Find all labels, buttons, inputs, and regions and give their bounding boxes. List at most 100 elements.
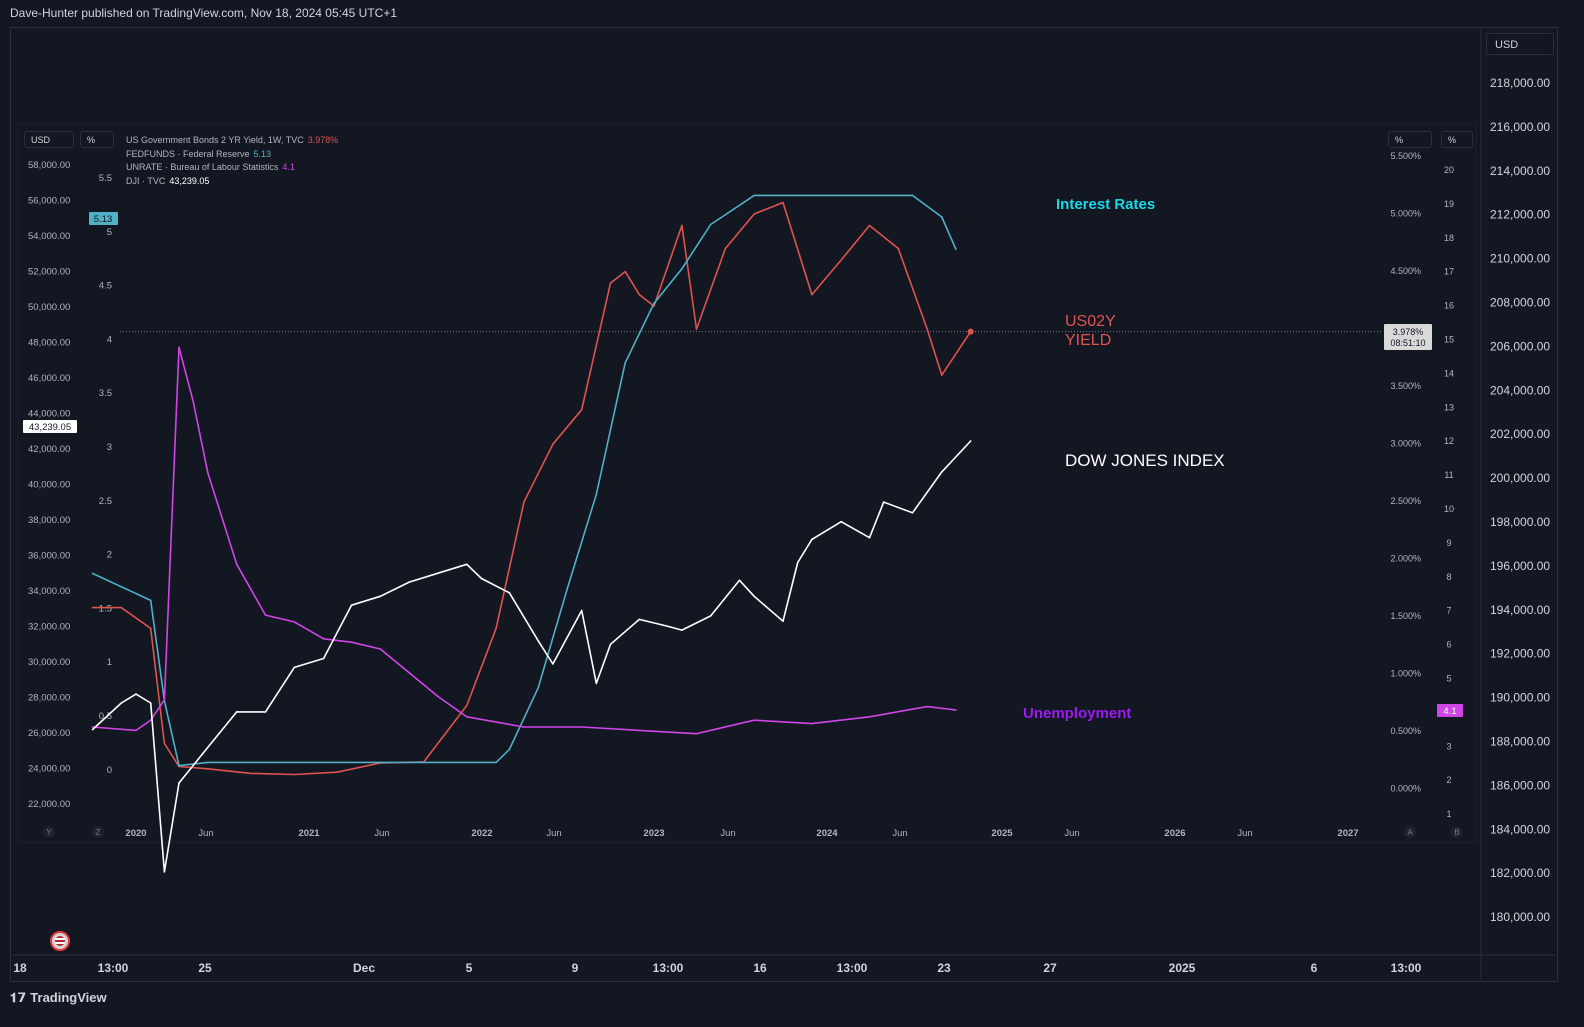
inner-time-tick: Jun xyxy=(1237,828,1252,839)
series-point-1 xyxy=(595,493,598,496)
outer-time-tick: 13:00 xyxy=(653,961,684,975)
unrate-axis-tick: 8 xyxy=(1446,572,1451,582)
series-point-3 xyxy=(667,625,670,628)
series-point-1 xyxy=(941,216,943,218)
inner-time-tick: 2025 xyxy=(991,828,1013,839)
series-point-1 xyxy=(624,361,626,364)
outer-time-tick: 27 xyxy=(1043,961,1057,975)
series-point-3 xyxy=(120,702,123,704)
footer-brand-label: TradingView xyxy=(30,990,107,1005)
inner-percent-button[interactable]: % xyxy=(80,131,114,148)
series-point-1 xyxy=(911,194,914,197)
series-point-3 xyxy=(264,711,267,713)
unrate-axis-tick: 13 xyxy=(1444,402,1454,412)
series-point-3 xyxy=(379,595,382,598)
series-point-3 xyxy=(738,579,741,582)
series-point-2 xyxy=(811,722,813,725)
outer-price-tick: 216,000.00 xyxy=(1490,120,1550,134)
outer-price-tick: 196,000.00 xyxy=(1490,559,1550,573)
right-percent-button-2[interactable]: % xyxy=(1441,131,1473,148)
series-point-2 xyxy=(379,648,382,650)
legend-dji-value: 43,239.05 xyxy=(169,175,210,186)
unrate-axis-tick: 7 xyxy=(1446,606,1451,616)
outer-time-tick: 13:00 xyxy=(98,961,129,975)
series-point-1 xyxy=(955,248,957,251)
outer-time-tick: Dec xyxy=(353,961,375,975)
scale-mode-marker xyxy=(92,826,104,838)
unrate-axis-tick: 1 xyxy=(1446,809,1451,819)
dji-axis-tick: 24,000.00 xyxy=(28,764,70,775)
legend-fedfunds[interactable]: FEDFUNDS · Federal Reserve 5.13 xyxy=(126,148,338,162)
series-point-0 xyxy=(840,259,842,261)
yield-axis-tick: 4.500% xyxy=(1390,266,1421,276)
dji-axis-tick: 30,000.00 xyxy=(28,657,70,668)
dji-axis-tick: 54,000.00 xyxy=(28,231,70,242)
legend-unrate-value: 4.1 xyxy=(282,162,295,172)
inner-time-tick: 2027 xyxy=(1337,828,1358,839)
yield-axis-tick: 2.500% xyxy=(1390,496,1421,506)
outer-time-tick: 6 xyxy=(1311,961,1318,975)
outer-price-tick: 202,000.00 xyxy=(1490,427,1550,441)
inner-time-tick: Jun xyxy=(720,828,735,839)
fed-axis-tick: 0.5 xyxy=(99,711,112,722)
right-percent-button-1[interactable]: % xyxy=(1388,131,1432,148)
fed-axis-tick: 4.5 xyxy=(99,281,112,292)
legend-dji[interactable]: DJI · TVC 43,239.05 xyxy=(126,175,338,189)
currency-selector[interactable]: USD xyxy=(1486,33,1554,55)
series-point-3 xyxy=(941,471,943,473)
fed-badge: 5.13 xyxy=(94,214,113,225)
inner-currency-button[interactable]: USD xyxy=(24,131,74,148)
series-point-0 xyxy=(926,328,928,330)
footer-brand[interactable]: 𝟏𝟳 TradingView xyxy=(10,990,107,1006)
unrate-axis-tick: 18 xyxy=(1444,233,1454,243)
outer-price-tick: 180,000.00 xyxy=(1490,910,1550,924)
dji-axis-tick: 28,000.00 xyxy=(28,693,70,704)
yield-badge: 3.978% xyxy=(1393,327,1424,337)
legend-unrate-label: UNRATE · Bureau of Labour Statistics xyxy=(126,162,279,172)
dji-axis-tick: 40,000.00 xyxy=(28,480,70,491)
outer-time-tick: 5 xyxy=(466,961,473,975)
yield-axis-tick: 5.500% xyxy=(1390,151,1421,161)
dji-axis-tick: 26,000.00 xyxy=(28,728,70,739)
outer-time-tick: 16 xyxy=(753,961,767,975)
fed-axis-tick: 1.5 xyxy=(99,603,112,614)
scale-mode-marker xyxy=(43,826,55,838)
inner-time-tick: Jun xyxy=(198,828,213,839)
dji-axis-tick: 46,000.00 xyxy=(28,373,70,384)
dji-axis-tick: 38,000.00 xyxy=(28,515,70,526)
legend-us02y[interactable]: US Government Bonds 2 YR Yield, 1W, TVC 3… xyxy=(126,134,338,148)
series-point-0 xyxy=(609,282,612,284)
series-point-3 xyxy=(753,595,755,598)
us-flag-icon[interactable] xyxy=(50,931,70,951)
series-point-2 xyxy=(235,563,238,566)
series-point-3 xyxy=(508,591,511,594)
outer-price-tick: 204,000.00 xyxy=(1490,383,1550,397)
series-legend: US Government Bonds 2 YR Yield, 1W, TVC 3… xyxy=(126,134,338,188)
series-point-0 xyxy=(207,767,209,770)
dji-axis-tick: 44,000.00 xyxy=(28,409,70,420)
series-point-0 xyxy=(523,500,525,503)
interest-rates-annotation: Interest Rates xyxy=(1056,196,1155,213)
yield-axis-tick: 5.000% xyxy=(1390,209,1421,219)
dow-jones-annotation: DOW JONES INDEX xyxy=(1065,451,1225,470)
outer-time-tick: 23 xyxy=(937,961,951,975)
scale-mode-label: B xyxy=(1454,828,1459,837)
series-point-1 xyxy=(178,764,180,767)
series-point-2 xyxy=(580,726,583,728)
yield-axis-tick: 3.000% xyxy=(1390,439,1421,449)
unrate-axis-tick: 12 xyxy=(1444,436,1454,446)
series-point-3 xyxy=(322,657,325,660)
legend-fedfunds-value: 5.13 xyxy=(253,148,272,159)
dji-axis-tick: 58,000.00 xyxy=(28,160,70,171)
series-point-0 xyxy=(695,328,698,330)
fed-axis-tick: 3 xyxy=(107,442,112,453)
inner-panel-frame xyxy=(17,123,1477,843)
fed-axis-tick: 3.5 xyxy=(99,388,112,399)
series-point-3 xyxy=(350,604,353,606)
outer-price-tick: 192,000.00 xyxy=(1490,647,1550,661)
series-line-2 xyxy=(92,346,957,735)
series-point-3 xyxy=(782,620,784,622)
series-point-0 xyxy=(120,606,123,609)
legend-unrate[interactable]: UNRATE · Bureau of Labour Statistics 4.1 xyxy=(126,161,338,175)
series-point-0 xyxy=(638,293,641,296)
